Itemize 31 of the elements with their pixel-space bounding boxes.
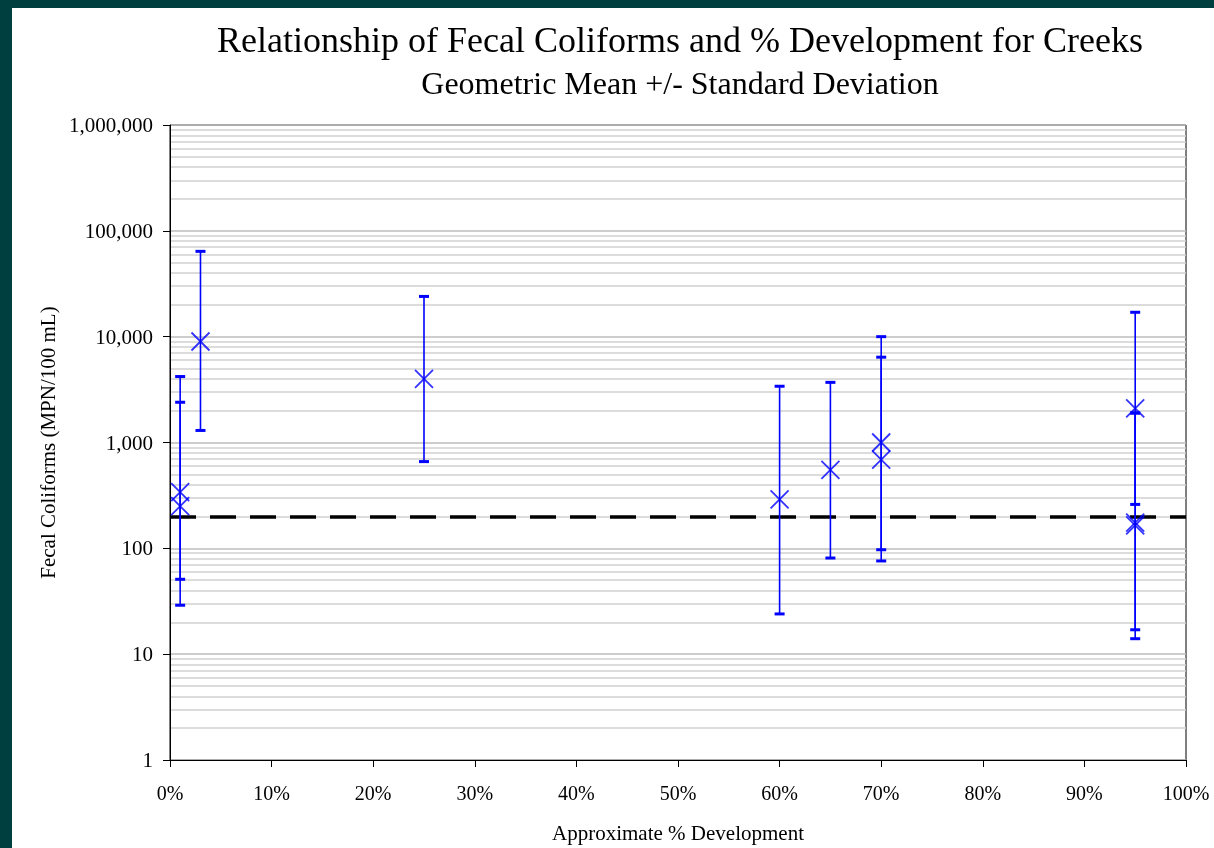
point [170, 482, 191, 502]
x-tick-label: 70% [862, 782, 900, 804]
point [769, 489, 790, 510]
point [170, 496, 191, 517]
x-tick-label: 90% [1066, 782, 1103, 804]
x-tick-label: 60% [761, 782, 798, 804]
x-tick-label: 0% [156, 782, 184, 804]
y-tick-label: 1,000 [105, 430, 153, 455]
y-tick-label: 100,000 [84, 218, 153, 243]
chart-subtitle: Geometric Mean +/- Standard Deviation [421, 65, 939, 101]
x-tick-label: 20% [354, 782, 392, 804]
x-tick-label: 100% [1162, 782, 1210, 804]
y-axis-title: Fecal Coliforms (MPN/100 mL) [35, 306, 60, 579]
x-tick-label: 50% [659, 782, 697, 804]
x-tick-label: 10% [253, 782, 290, 804]
point [871, 449, 892, 470]
point [414, 368, 434, 389]
x-tick-label: 80% [964, 782, 1002, 804]
y-tick-label: 10 [132, 642, 153, 667]
y-tick-label: 1 [142, 748, 153, 772]
point [190, 331, 211, 352]
point [820, 460, 841, 480]
y-tick-label: 1,000,000 [69, 113, 153, 137]
point [1125, 398, 1146, 419]
x-tick-label: 40% [558, 782, 595, 804]
y-tick-label: 100 [121, 536, 153, 561]
y-tick-label: 10,000 [95, 324, 153, 349]
chart-title: Relationship of Fecal Coliforms and % Development for Creeks [217, 20, 1143, 60]
x-axis-title: Approximate % Development [552, 820, 805, 845]
x-tick-label: 30% [456, 782, 494, 804]
point [871, 432, 892, 453]
